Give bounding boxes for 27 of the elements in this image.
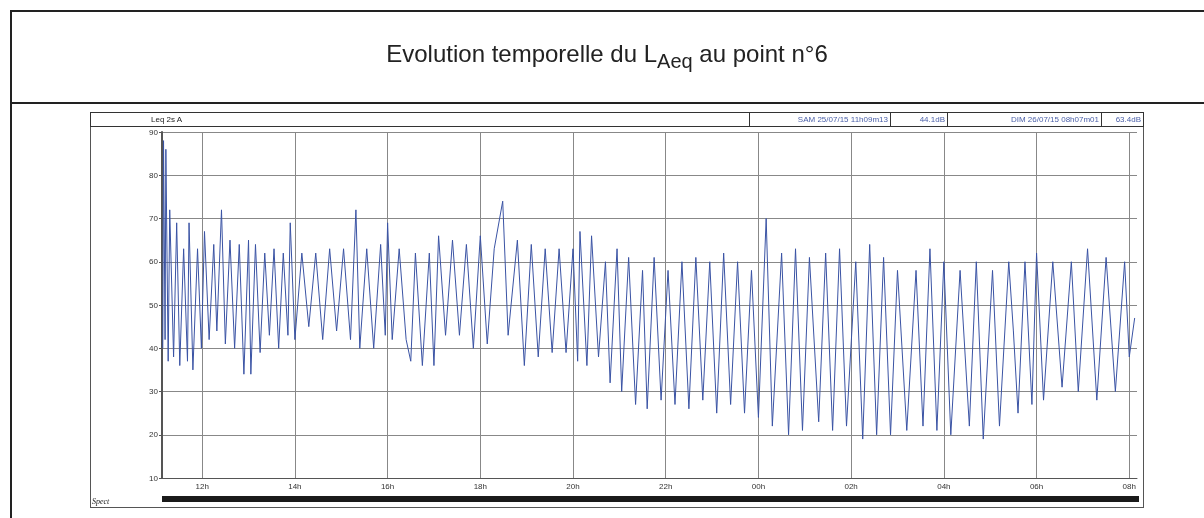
text: Spect <box>92 497 110 506</box>
x-tick-label: 14h <box>288 481 302 491</box>
x-tick-label: 06h <box>1029 481 1044 491</box>
x-tick-label: 16h <box>380 481 395 491</box>
y-tick-label: 80 <box>149 170 159 180</box>
x-tick-label: 22h <box>659 481 673 491</box>
text: SAM 25/07/15 11h09m13 <box>749 113 890 126</box>
x-tick-label: 04h <box>937 481 951 491</box>
y-tick-label: 30 <box>149 387 159 396</box>
y-tick-label: 10 <box>149 473 159 483</box>
y-tick-label: 60 <box>149 257 159 267</box>
x-tick-label: 08h <box>1122 481 1136 491</box>
y-tick-label: 20 <box>149 430 159 440</box>
text: 44.1dB <box>890 113 947 126</box>
y-tick-label: 70 <box>149 214 159 223</box>
x-tick-label: 12h <box>195 481 209 491</box>
y-tick-label: 40 <box>149 343 159 353</box>
chart-title: Evolution temporelle du L$_{Aeq}$ au point n°6 <box>386 39 828 73</box>
x-tick-label: 18h <box>473 481 487 491</box>
x-tick-label: 00h <box>751 481 766 491</box>
x-tick-label: 20h <box>566 481 580 491</box>
text: 63.4dB <box>1101 113 1143 126</box>
text: DIM 26/07/15 08h07m01 <box>947 113 1101 126</box>
text: Leq 2s A <box>151 114 183 126</box>
y-tick-label: 90 <box>149 127 159 137</box>
x-tick-label: 02h <box>844 481 858 491</box>
y-tick-label: 50 <box>149 300 159 310</box>
